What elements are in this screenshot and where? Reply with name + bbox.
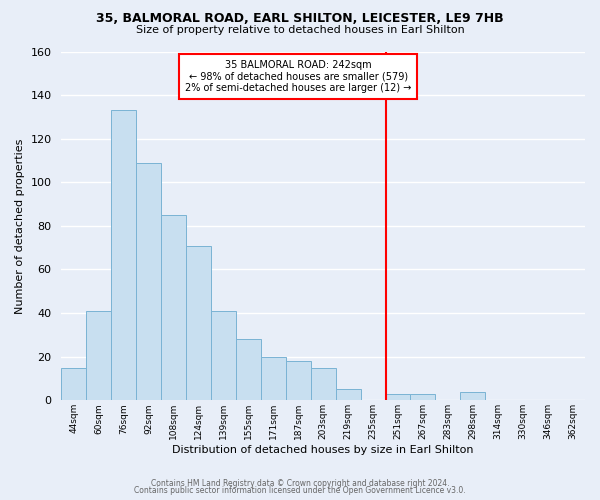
- Text: Contains public sector information licensed under the Open Government Licence v3: Contains public sector information licen…: [134, 486, 466, 495]
- Bar: [410, 394, 436, 400]
- X-axis label: Distribution of detached houses by size in Earl Shilton: Distribution of detached houses by size …: [172, 445, 474, 455]
- Bar: [86, 311, 111, 400]
- Text: 35 BALMORAL ROAD: 242sqm
← 98% of detached houses are smaller (579)
2% of semi-d: 35 BALMORAL ROAD: 242sqm ← 98% of detach…: [185, 60, 412, 94]
- Bar: [186, 246, 211, 400]
- Bar: [236, 340, 261, 400]
- Bar: [61, 368, 86, 400]
- Bar: [460, 392, 485, 400]
- Bar: [261, 356, 286, 401]
- Text: Size of property relative to detached houses in Earl Shilton: Size of property relative to detached ho…: [136, 25, 464, 35]
- Text: 35, BALMORAL ROAD, EARL SHILTON, LEICESTER, LE9 7HB: 35, BALMORAL ROAD, EARL SHILTON, LEICEST…: [96, 12, 504, 26]
- Bar: [386, 394, 410, 400]
- Bar: [136, 162, 161, 400]
- Bar: [311, 368, 335, 400]
- Bar: [161, 215, 186, 400]
- Y-axis label: Number of detached properties: Number of detached properties: [15, 138, 25, 314]
- Bar: [286, 361, 311, 401]
- Bar: [111, 110, 136, 401]
- Text: Contains HM Land Registry data © Crown copyright and database right 2024.: Contains HM Land Registry data © Crown c…: [151, 478, 449, 488]
- Bar: [335, 390, 361, 400]
- Bar: [211, 311, 236, 400]
